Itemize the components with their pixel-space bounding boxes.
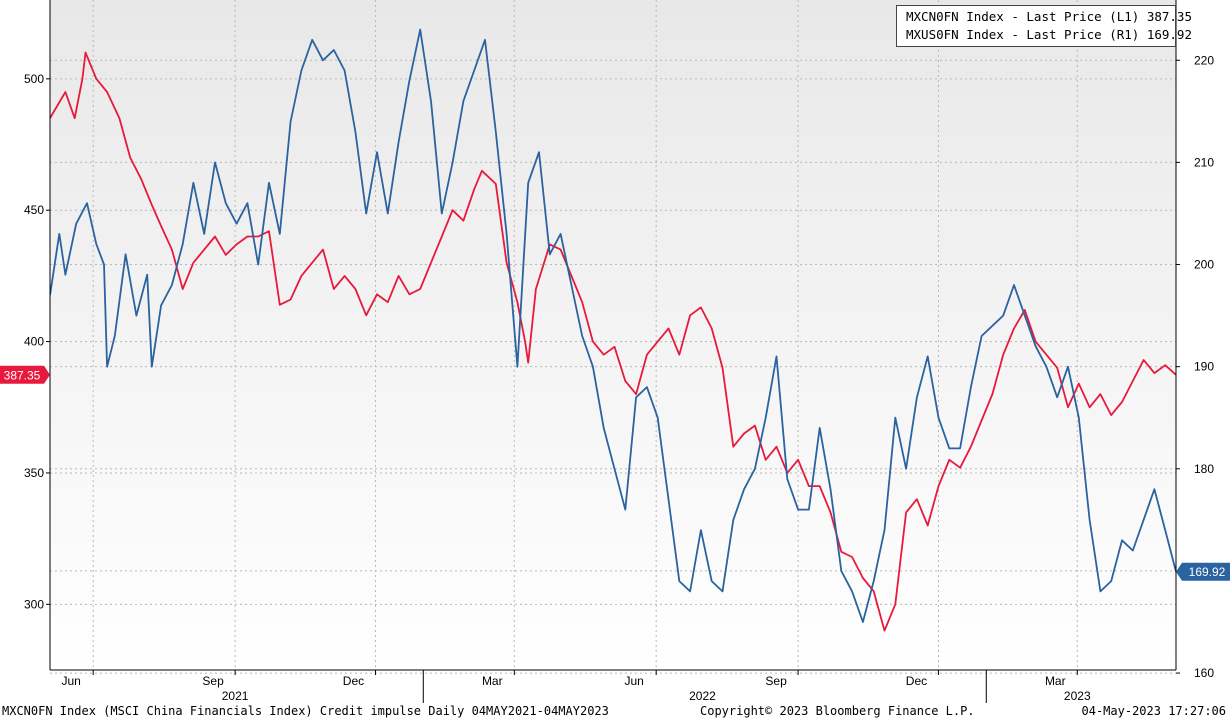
right-tick-label-200: 200 [1194, 258, 1214, 272]
right-tick-label-210: 210 [1194, 155, 1214, 169]
chart-legend: MXCN0FN Index - Last Price (L1) 387.35 M… [896, 5, 1192, 47]
x-tick-label-sep-1: Sep [202, 674, 224, 688]
tick-layer [46, 59, 1180, 703]
plot-background [50, 0, 1176, 670]
label-layer: 300350400450500160170180190200210220JunS… [0, 53, 1230, 703]
series-line-mxcn0fn [50, 51, 1176, 632]
x-tick-label-jun-0: Jun [62, 674, 81, 688]
last-value-tag-right [1176, 562, 1230, 581]
last-value-label-right: 169.92 [1189, 565, 1226, 579]
legend-label-mxus0fn: MXUS0FN Index - Last Price (R1) 169.92 [906, 27, 1192, 42]
x-tick-label-dec-6: Dec [906, 674, 927, 688]
left-tick-label-450: 450 [24, 203, 44, 217]
x-tick-label-sep-5: Sep [765, 674, 787, 688]
x-tick-label-dec-2: Dec [343, 674, 364, 688]
last-value-label-left: 387.35 [4, 368, 41, 382]
right-tick-label-190: 190 [1194, 360, 1214, 374]
year-label-2021: 2021 [222, 689, 249, 703]
right-tick-label-160: 160 [1194, 666, 1214, 680]
left-tick-label-350: 350 [24, 466, 44, 480]
year-label-2022: 2022 [689, 689, 716, 703]
left-tick-label-500: 500 [24, 72, 44, 86]
footer-timestamp: 04-May-2023 17:27:06 [1081, 704, 1227, 718]
last-value-tag-left [0, 365, 50, 384]
legend-label-mxcn0fn: MXCN0FN Index - Last Price (L1) 387.35 [906, 9, 1192, 24]
x-tick-label-mar-7: Mar [1045, 674, 1066, 688]
left-tick-label-400: 400 [24, 335, 44, 349]
right-tick-label-180: 180 [1194, 462, 1214, 476]
footer-copyright: Copyright© 2023 Bloomberg Finance L.P. [700, 704, 975, 718]
x-tick-label-jun-4: Jun [625, 674, 644, 688]
left-tick-label-300: 300 [24, 597, 44, 611]
year-label-2023: 2023 [1064, 689, 1091, 703]
series-line-mxus0fn [50, 28, 1176, 623]
legend-item-mxus0fn: MXUS0FN Index - Last Price (R1) 169.92 [901, 26, 1192, 44]
right-tick-label-220: 220 [1194, 53, 1214, 67]
series-layer [50, 28, 1176, 632]
x-tick-label-mar-3: Mar [482, 674, 503, 688]
legend-item-mxcn0fn: MXCN0FN Index - Last Price (L1) 387.35 [901, 8, 1192, 26]
footer-description: MXCN0FN Index (MSCI China Financials Ind… [2, 704, 609, 718]
